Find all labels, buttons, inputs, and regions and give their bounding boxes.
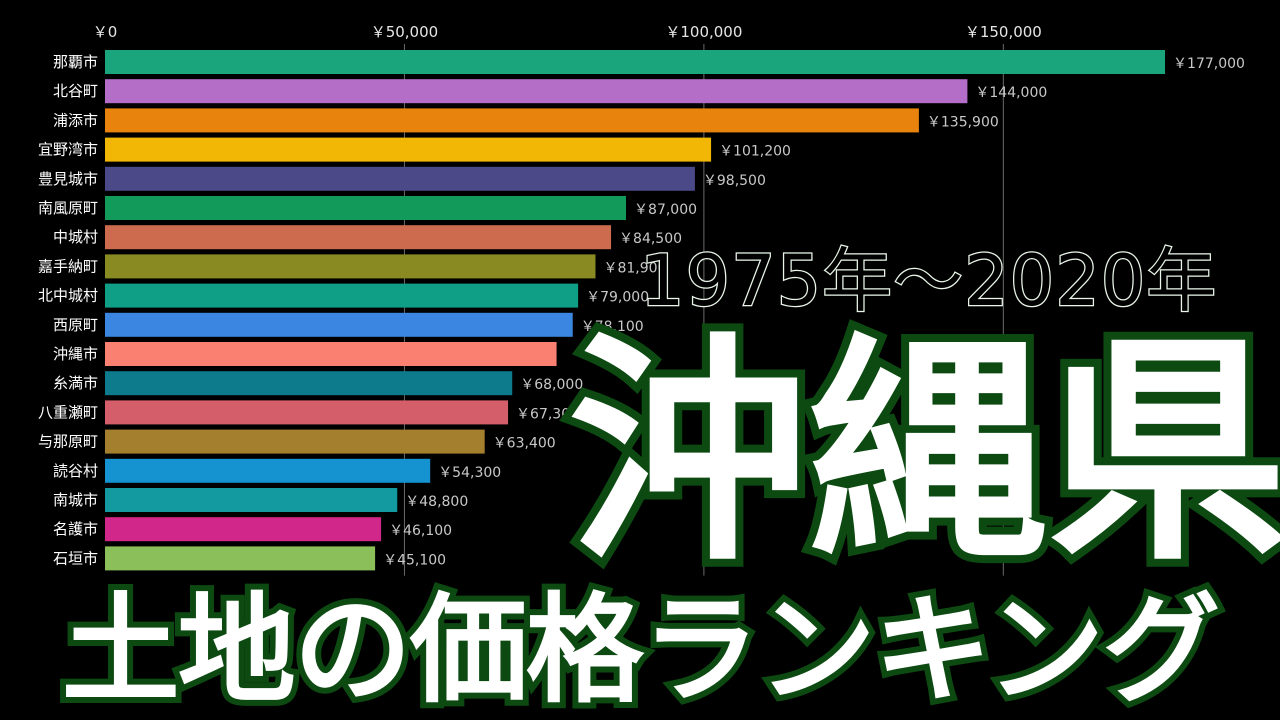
category-label: 豊見城市 bbox=[38, 170, 98, 188]
bar bbox=[105, 429, 485, 454]
category-label: 名護市 bbox=[53, 520, 98, 538]
value-label: ￥84,500 bbox=[619, 231, 682, 247]
bar bbox=[105, 312, 573, 337]
bar bbox=[105, 458, 431, 483]
bar bbox=[105, 488, 398, 512]
bar bbox=[105, 79, 968, 104]
category-label: 浦添市 bbox=[53, 111, 98, 129]
category-labels: 那覇市北谷町浦添市宜野湾市豊見城市南風原町中城村嘉手納町北中城村西原町沖縄市糸満… bbox=[38, 53, 98, 567]
bar bbox=[105, 254, 596, 279]
bar bbox=[105, 196, 627, 220]
value-label: ￥54,300 bbox=[438, 465, 501, 481]
x-axis-ticks: ￥0 ￥50,000 ￥100,000 ￥150,000 bbox=[93, 23, 1042, 41]
x-tick-label: ￥100,000 bbox=[665, 23, 742, 41]
value-label: ￥48,800 bbox=[405, 494, 468, 510]
value-label: ￥177,000 bbox=[1173, 56, 1245, 72]
value-label: ￥45,100 bbox=[383, 552, 446, 568]
category-label: 北中城村 bbox=[38, 287, 98, 305]
bar bbox=[105, 108, 919, 133]
bar bbox=[105, 225, 612, 250]
category-label: 沖縄市 bbox=[53, 345, 98, 363]
bar bbox=[105, 166, 695, 191]
value-label: ￥101,200 bbox=[719, 144, 791, 160]
category-label: 北谷町 bbox=[53, 82, 98, 100]
category-label: 読谷村 bbox=[53, 462, 98, 480]
value-label: ￥46,100 bbox=[389, 523, 452, 539]
value-label: ￥98,500 bbox=[703, 173, 766, 189]
value-label: ￥87,000 bbox=[634, 202, 697, 218]
value-label: ￥135,900 bbox=[927, 114, 999, 130]
category-label: 与那原町 bbox=[38, 433, 98, 451]
category-label: 石垣市 bbox=[53, 549, 98, 567]
category-label: 西原町 bbox=[53, 316, 98, 334]
category-label: 宜野湾市 bbox=[38, 141, 98, 159]
category-label: 糸満市 bbox=[53, 374, 98, 392]
value-label: ￥67,300 bbox=[516, 406, 579, 422]
category-label: 中城村 bbox=[53, 228, 98, 246]
category-label: 嘉手納町 bbox=[38, 257, 98, 275]
x-tick-label: ￥50,000 bbox=[371, 23, 439, 41]
value-label: ￥63,400 bbox=[493, 436, 556, 452]
grid-lines bbox=[403, 44, 1004, 576]
value-label: ￥68,000 bbox=[520, 377, 583, 393]
category-label: 八重瀬町 bbox=[38, 403, 98, 421]
value-label: ￥78,100 bbox=[581, 319, 644, 335]
value-label: ￥81,900 bbox=[603, 260, 666, 276]
category-label: 南城市 bbox=[53, 491, 98, 509]
category-label: 南風原町 bbox=[38, 199, 98, 217]
value-label: ￥79,000 bbox=[586, 290, 649, 306]
value-label: ￥144,000 bbox=[975, 85, 1047, 101]
bar bbox=[105, 283, 579, 308]
bar bbox=[105, 371, 513, 396]
bars bbox=[105, 50, 1166, 571]
bar bbox=[105, 50, 1166, 74]
bar bbox=[105, 400, 509, 425]
bar bbox=[105, 342, 557, 366]
category-label: 那覇市 bbox=[53, 53, 98, 71]
bar bbox=[105, 517, 382, 542]
x-tick-label: ￥0 bbox=[93, 23, 118, 41]
bar bbox=[105, 546, 376, 571]
value-labels: ￥177,000 ￥144,000 ￥135,900 ￥101,200 ￥98,500 ￥… bbox=[383, 56, 1245, 568]
x-tick-label: ￥150,000 bbox=[965, 23, 1042, 41]
bar bbox=[105, 137, 712, 162]
